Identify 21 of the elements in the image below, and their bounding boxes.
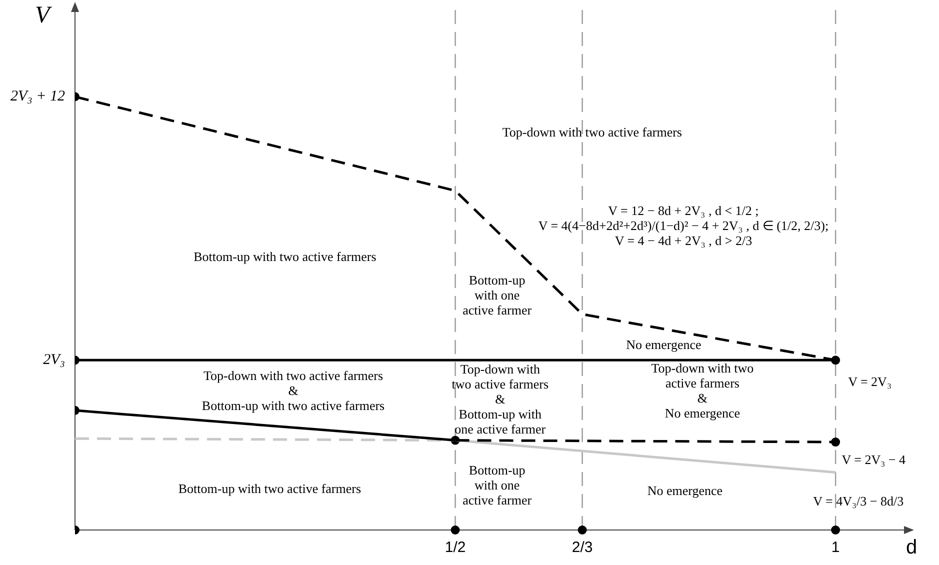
annotation: V = 2V₃ − 4 — [842, 452, 906, 468]
annotation: Top-down with two active farmers & No emergence — [651, 360, 754, 421]
annotation: Bottom-up with one active farmer — [462, 462, 532, 508]
x-tick-label: 2/3 — [572, 539, 593, 556]
y-axis-title: V — [35, 2, 52, 28]
x-tick-label: 1 — [831, 539, 840, 556]
annotation: V = 2V₃ — [848, 374, 892, 390]
annotation: No emergence — [647, 482, 723, 498]
annotation: Top-down with two active farmers & Bottom-up with one active farmer — [452, 361, 549, 436]
x-axis-title: d — [906, 536, 918, 559]
text: 2V₃ + 12 — [10, 88, 66, 105]
text: 2V₃ — [43, 352, 65, 368]
annotation: V = 12 − 8d + 2V₃ , d < 1/2 ; V = 4(4−8d+2d²+2d³)/(1−d)² − 4 + 2V₃ , d ∈ (1/2, 2/3); V = 4 − 4d + 2V₃ , d > 2/3 — [538, 203, 829, 248]
annotation: V = 4V₃/3 − 8d/3 — [813, 493, 904, 508]
annotation: No emergence — [626, 336, 702, 352]
annotation: Bottom-up with two active farmers — [178, 481, 362, 496]
annotation: Top-down with two active farmers — [502, 124, 682, 140]
annotation: Top-down with two active farmers & Bottom-up with two active farmers — [202, 368, 385, 414]
annotation: Bottom-up with one active farmer — [462, 272, 532, 318]
annotation: Bottom-up with two active farmers — [194, 248, 376, 264]
x-tick-label: 1/2 — [444, 539, 466, 556]
